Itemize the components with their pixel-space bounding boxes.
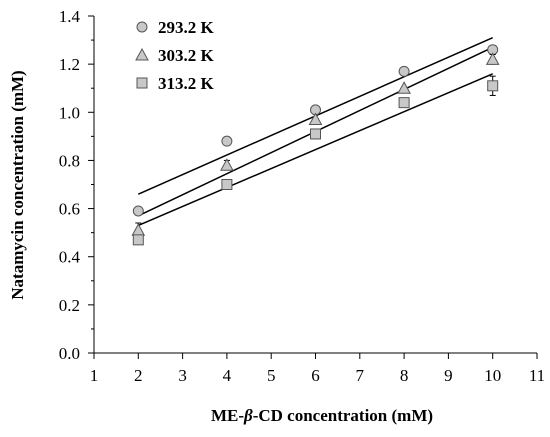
y-tick-label: 0.2 [59,296,80,315]
x-tick-label: 3 [178,366,187,385]
y-tick-label: 1.0 [59,103,80,122]
legend-label: 293.2 K [158,18,215,37]
x-tick-label: 10 [484,366,501,385]
legend-label: 313.2 K [158,74,215,93]
x-tick-label: 4 [223,366,232,385]
data-point [485,52,500,65]
legend-marker [136,21,148,33]
data-point [398,97,410,109]
x-tick-label: 9 [444,366,453,385]
y-tick-label: 1.4 [59,7,81,26]
y-tick-label: 0.6 [59,200,80,219]
x-tick-label: 6 [311,366,320,385]
data-point [308,112,323,126]
data-point [487,80,499,92]
x-axis-title: ME-β-CD concentration (mM) [211,406,433,425]
y-tick-label: 0.8 [59,151,80,170]
x-tick-label: 1 [90,366,99,385]
plot-area: 1 2 3 4 5 6 7 8 9 10 11 0.0 0.2 0.4 0.6 0.8 1.0 1.2 1.4 293… [59,7,545,385]
data-point [132,234,144,246]
legend-marker [136,77,148,89]
x-tick-label: 7 [356,366,365,385]
y-tick-label: 0.4 [59,248,81,267]
x-tick-label: 2 [134,366,143,385]
x-tick-label: 5 [267,366,276,385]
data-point [221,135,233,147]
y-tick-label: 0.0 [59,344,80,363]
data-point [397,81,411,94]
data-point [310,128,321,140]
x-tick-label: 11 [529,366,545,385]
x-tick-label: 8 [400,366,409,385]
legend-label: 303.2 K [158,46,215,65]
data-point [398,65,410,77]
y-tick-label: 1.2 [59,55,80,74]
fit-line [138,73,493,227]
legend-marker [135,47,149,61]
data-point [131,223,146,236]
legend: 293.2 K 303.2 K 313.2 K [135,18,215,93]
data-point [132,205,144,217]
data-point [221,179,233,190]
data-point [220,158,234,171]
y-axis-title: Natamycin concentration (mM) [8,70,27,299]
